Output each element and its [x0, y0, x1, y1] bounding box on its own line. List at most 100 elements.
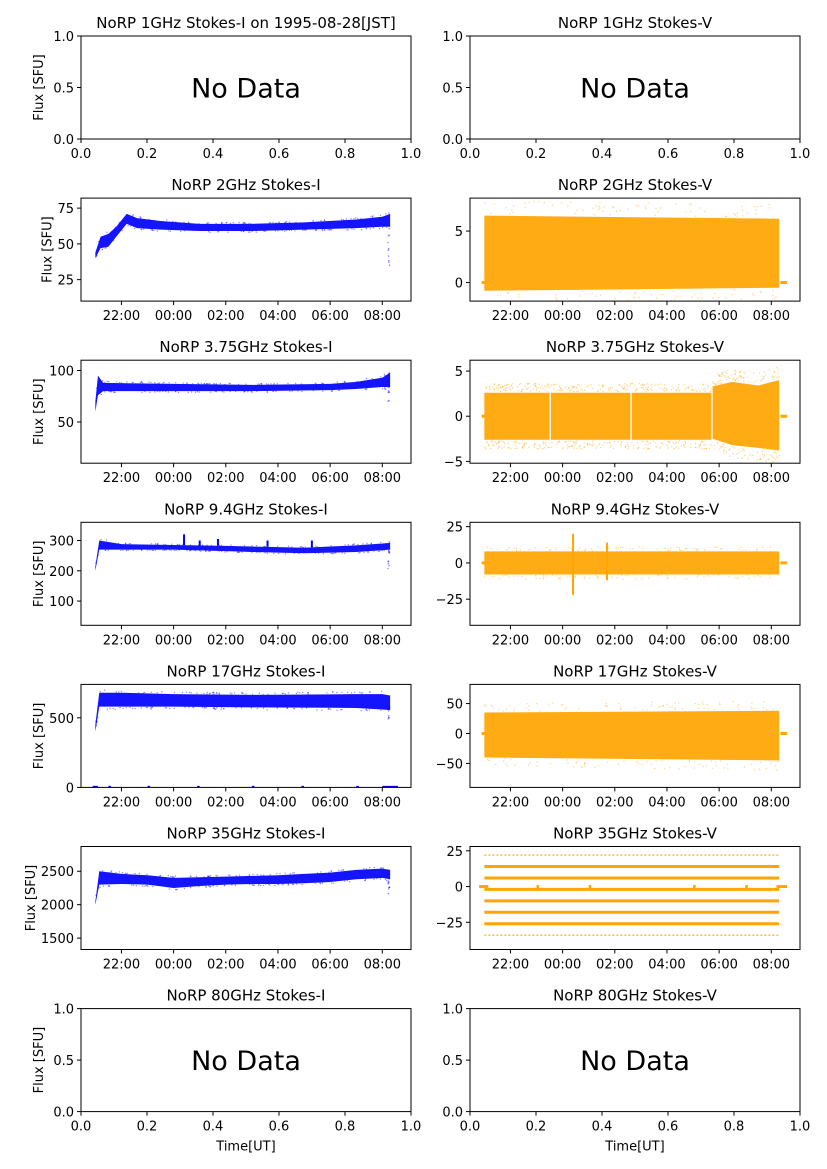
scatter-point [551, 442, 553, 444]
scatter-point [570, 388, 572, 391]
scatter-point [656, 446, 658, 448]
scatter-point [304, 546, 306, 548]
scatter-point [502, 575, 504, 577]
scatter-point [176, 888, 179, 891]
scatter-point [647, 202, 649, 204]
scatter-point [483, 446, 486, 448]
scatter-point [721, 445, 723, 448]
scatter-point [127, 225, 129, 227]
scatter-point [624, 389, 626, 391]
scatter-point [371, 216, 374, 218]
scatter-point [616, 390, 619, 392]
scatter-point [701, 440, 703, 443]
scatter-point [317, 552, 320, 554]
scatter-point [365, 709, 367, 711]
scatter-point [741, 448, 744, 450]
scatter-point [129, 225, 132, 227]
scatter-point [544, 389, 546, 392]
scatter-point [590, 383, 592, 386]
scatter-point [622, 578, 624, 580]
scatter-point [209, 550, 212, 552]
scatter-point [230, 544, 232, 546]
panel-title: NoRP 80GHz Stokes-V [553, 987, 718, 1005]
scatter-point [586, 386, 588, 388]
scatter-point [616, 577, 619, 579]
scatter-point [214, 383, 216, 385]
scatter-point [197, 382, 199, 384]
scatter-point [122, 707, 124, 710]
outlier-point [387, 390, 390, 392]
scatter-point [307, 691, 309, 694]
scatter-point [273, 382, 275, 385]
scatter-point [162, 390, 164, 392]
outlier-point [388, 886, 391, 888]
scatter-point [279, 873, 281, 875]
scatter-point [746, 212, 749, 214]
scatter-point [527, 764, 530, 766]
scatter-point [575, 209, 578, 212]
scatter-point [529, 762, 531, 764]
scatter-point [507, 292, 510, 294]
scatter-point [733, 377, 735, 379]
y-tick-label: 5 [455, 365, 463, 380]
scatter-point [118, 871, 121, 873]
scatter-point [344, 880, 346, 882]
axes-frame [80, 521, 412, 626]
scatter-point [655, 759, 657, 762]
x-tick-label: 06:00 [311, 471, 348, 486]
scatter-point [591, 292, 593, 294]
scatter-point [672, 290, 674, 293]
scatter-point [209, 886, 212, 888]
scatter-point [606, 706, 608, 708]
scatter-point [504, 384, 506, 387]
plot-area [481, 700, 787, 771]
scatter-point [140, 381, 143, 383]
scatter-point [104, 247, 107, 249]
scatter-point [776, 377, 779, 379]
scatter-point [645, 447, 647, 449]
scatter-point [201, 544, 204, 546]
scatter-point [718, 374, 720, 377]
scatter-point [362, 543, 364, 545]
scatter-point [575, 442, 577, 444]
scatter-point [281, 884, 283, 886]
scatter-point [579, 444, 581, 446]
scatter-point [134, 227, 136, 230]
scatter-point [699, 445, 701, 448]
scatter-point [198, 391, 200, 393]
scatter-point [218, 693, 220, 695]
y-tick-label: −25 [436, 593, 463, 608]
scatter-point [116, 381, 118, 383]
panel-10: 22:00 00:00 02:00 04:00 06:00 08:001500200025… [24, 825, 412, 973]
scatter-point [496, 386, 498, 388]
scatter-point [558, 577, 560, 580]
scatter-point [220, 222, 223, 224]
scatter-point [643, 291, 645, 293]
scatter-point [591, 550, 594, 552]
scatter-point [675, 446, 677, 448]
scatter-point [373, 878, 375, 881]
scatter-point [292, 883, 294, 885]
scatter-point [647, 447, 650, 450]
scatter-point [286, 707, 288, 709]
scatter-point [493, 444, 495, 446]
scatter-point [189, 544, 192, 546]
scatter-point [584, 549, 586, 551]
scatter-point [583, 762, 586, 764]
scatter-point [151, 549, 153, 552]
scatter-point [506, 383, 508, 386]
scatter-point [744, 454, 746, 457]
scatter-point [282, 692, 285, 694]
scatter-point [209, 875, 212, 877]
scatter-point [725, 451, 727, 453]
scatter-point [502, 386, 504, 388]
scatter-point [709, 576, 711, 578]
scatter-point [651, 383, 653, 385]
scatter-point [183, 887, 186, 890]
scatter-point [702, 383, 704, 385]
scatter-point [602, 386, 604, 388]
scatter-point [556, 302, 557, 303]
scatter-point [703, 707, 705, 709]
scatter-point [699, 390, 701, 392]
scatter-point [503, 757, 506, 760]
